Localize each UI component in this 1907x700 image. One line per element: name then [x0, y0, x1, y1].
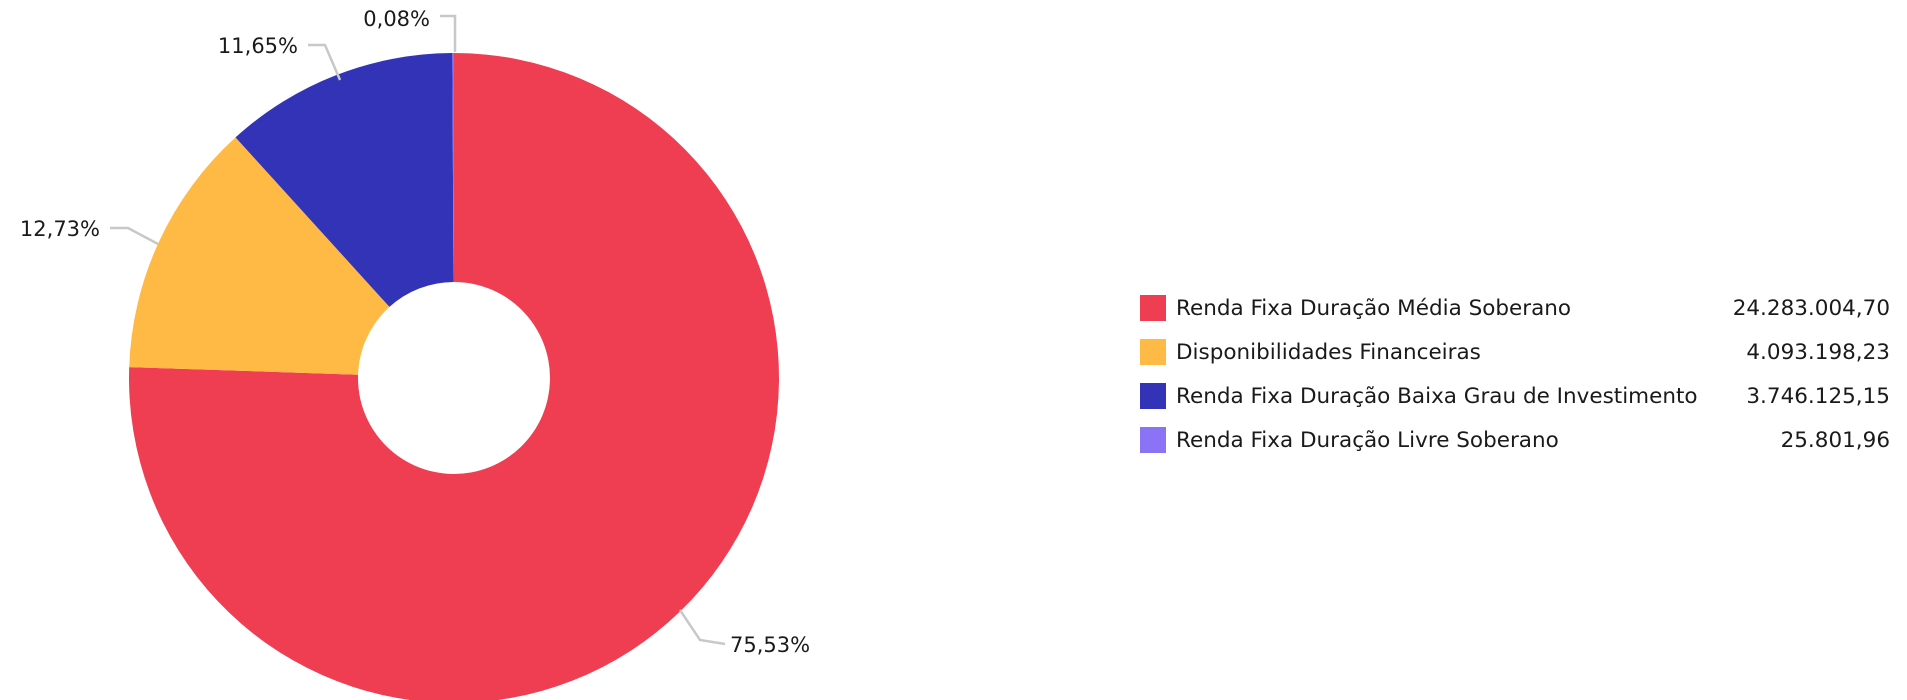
legend-item[interactable]: Disponibilidades Financeiras 4.093.198,23: [1140, 330, 1890, 374]
pie-slice-4[interactable]: [452, 53, 454, 283]
legend-label: Disponibilidades Financeiras: [1176, 339, 1481, 365]
legend-item[interactable]: Renda Fixa Duração Livre Soberano 25.801,…: [1140, 418, 1890, 462]
legend-label: Renda Fixa Duração Baixa Grau de Investi…: [1176, 383, 1698, 409]
legend-label: Renda Fixa Duração Média Soberano: [1176, 295, 1572, 321]
labels-layer: 75,53% 12,73% 11,65% 0,08%: [20, 7, 810, 657]
legend-swatch: [1140, 383, 1166, 409]
legend-value: 4.093.198,23: [1746, 339, 1890, 365]
percent-label-1: 75,53%: [730, 633, 810, 657]
pie-slice-1[interactable]: [129, 53, 779, 700]
leader-line-2: [110, 226, 159, 246]
leader-line-3: [308, 43, 342, 81]
leader-line-1: [678, 609, 726, 646]
legend-swatch: [1140, 295, 1166, 321]
pie-slice-3[interactable]: [235, 53, 454, 307]
legend: Renda Fixa Duração Média Soberano 24.283.…: [1140, 286, 1890, 462]
percent-label-2: 12,73%: [20, 217, 100, 241]
leader-line-4: [440, 14, 457, 52]
percent-label-3: 11,65%: [218, 34, 298, 58]
legend-value: 25.801,96: [1780, 427, 1890, 453]
legend-swatch: [1140, 427, 1166, 453]
legend-item[interactable]: Renda Fixa Duração Média Soberano 24.283.…: [1140, 286, 1890, 330]
legend-value: 24.283.004,70: [1732, 295, 1890, 321]
slices-layer: [129, 53, 779, 700]
legend-label: Renda Fixa Duração Livre Soberano: [1176, 427, 1559, 453]
pie-slice-2[interactable]: [129, 137, 390, 375]
legend-value: 3.746.125,15: [1746, 383, 1890, 409]
legend-swatch: [1140, 339, 1166, 365]
legend-item[interactable]: Renda Fixa Duração Baixa Grau de Investi…: [1140, 374, 1890, 418]
percent-label-4: 0,08%: [363, 7, 430, 31]
